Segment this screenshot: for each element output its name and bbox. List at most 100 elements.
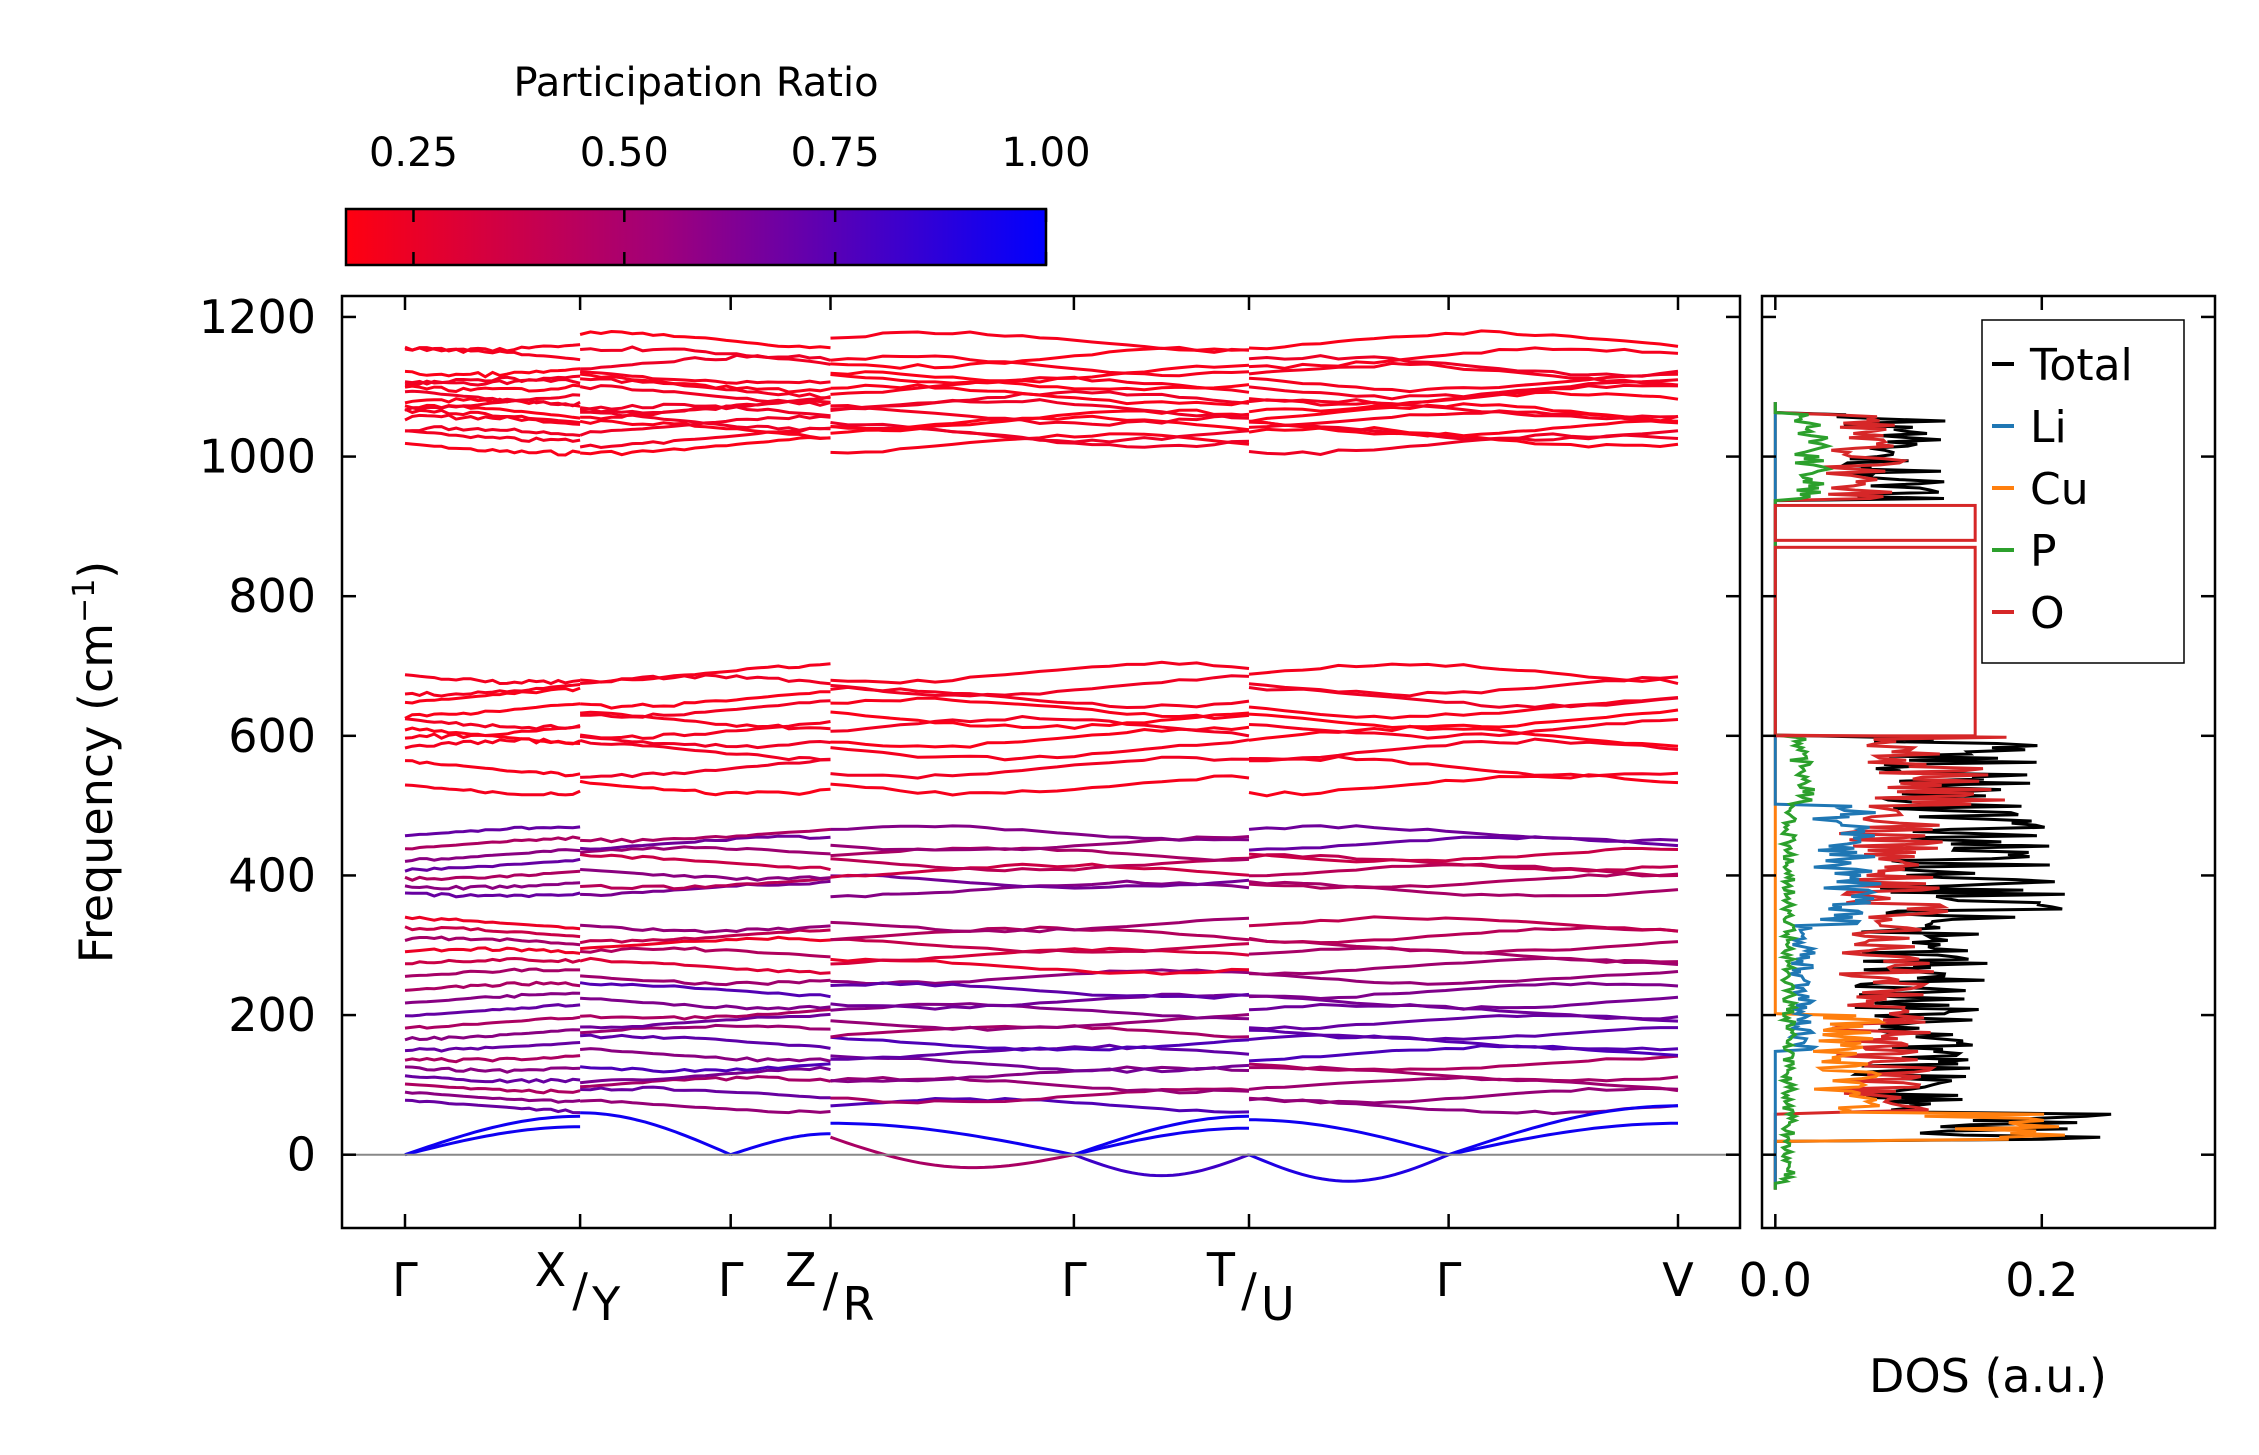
phonon-band: [579, 426, 831, 450]
phonon-band: [579, 1023, 831, 1035]
phonon-band: [830, 981, 1250, 1000]
phonon-band: [405, 956, 581, 966]
phonon-band: [830, 370, 1250, 392]
dos-axis: 0.0 0.2: [1739, 296, 2215, 1307]
phonon-band: [404, 783, 581, 797]
phonon-band: [830, 992, 1250, 1011]
phonon-band: [404, 857, 581, 873]
phonon-band: [404, 403, 581, 420]
phonon-band: [579, 710, 831, 731]
phonon-band: [1248, 708, 1679, 730]
phonon-band: [579, 402, 831, 418]
k-point-label: Z / R: [785, 1243, 874, 1331]
phonon-band: [1248, 926, 1679, 945]
legend-label: Cu: [2030, 464, 2089, 515]
k-point-label: T / U: [1206, 1243, 1295, 1331]
phonon-band: [1248, 871, 1679, 890]
k-point-label: Γ: [1061, 1253, 1087, 1307]
phonon-band: [579, 935, 831, 951]
phonon-band: [1248, 880, 1679, 898]
phonon-band: [830, 408, 1250, 433]
phonon-band: [830, 710, 1250, 730]
dos-axis-title: DOS (a.u.): [1869, 1349, 2107, 1403]
phonon-band: [579, 1047, 831, 1063]
phonon-band: [580, 410, 831, 432]
k-point-label: Γ: [1436, 1253, 1462, 1307]
acoustic-branch: [1249, 1118, 1449, 1157]
frequency-tick-label: 200: [228, 988, 316, 1042]
phonon-band: [1248, 915, 1679, 933]
acoustic-branch: [1448, 1104, 1679, 1157]
phonon-band: [404, 980, 581, 992]
legend-label: Li: [2030, 402, 2067, 453]
phonon-band: [1248, 329, 1679, 351]
phonon-band: [1248, 981, 1679, 1001]
phonon-band: [579, 845, 831, 856]
phonon-band: [1248, 1044, 1679, 1063]
dos-axes-frame: [1760, 294, 2217, 1230]
phonon-band: [830, 346, 1250, 370]
phonon-band: [579, 372, 831, 394]
phonon-band: [830, 1087, 1250, 1105]
k-point-label-top: Z: [785, 1243, 817, 1297]
phonon-band: [1248, 354, 1679, 378]
phonon-band: [404, 725, 581, 740]
phonon-band: [580, 923, 831, 934]
phonon-band: [404, 425, 581, 437]
k-point-label: V: [1662, 1253, 1694, 1307]
phonon-band: [830, 330, 1250, 354]
phonon-band: [404, 389, 581, 408]
phonon-band: [830, 937, 1250, 954]
phonon-band: [1248, 1086, 1679, 1105]
frequency-tick-label: 800: [228, 569, 316, 623]
dos-legend: Total Li Cu PO: [1981, 319, 2185, 664]
phonon-band: [404, 825, 581, 838]
phonon-band: [404, 383, 581, 394]
phonon-band: [404, 429, 581, 443]
phonon-band: [404, 1090, 581, 1104]
phonon-band: [830, 660, 1250, 685]
phonon-band: [579, 956, 831, 975]
phonon-band: [404, 683, 581, 698]
phonon-band: [830, 383, 1250, 407]
phonon-band: [1248, 675, 1679, 698]
phonon-band: [404, 673, 581, 686]
frequency-axis-title: Frequency (cm−1): [67, 561, 123, 964]
legend-label: O: [2030, 588, 2065, 639]
band-axes-frame: [340, 294, 1742, 1230]
phonon-band: [404, 925, 581, 939]
phonon-band: [830, 714, 1250, 738]
phonon-band: [1248, 378, 1679, 401]
phonon-band: [404, 891, 581, 899]
phonon-band: [404, 1003, 581, 1018]
phonon-band: [404, 991, 581, 1005]
k-point-label: Γ: [392, 1253, 418, 1307]
phonon-band: [830, 421, 1250, 444]
phonon-band: [404, 869, 581, 882]
phonon-band: [579, 435, 831, 457]
phonon-band: [579, 662, 831, 684]
frequency-tick-label: 1200: [199, 290, 316, 344]
phonon-band: [1248, 402, 1679, 424]
acoustic-branch: [404, 1125, 581, 1157]
colorbar-tick-label: 0.25: [369, 130, 458, 176]
k-point-label-slash: /: [823, 1263, 839, 1317]
phonon-band: [830, 403, 1250, 427]
acoustic-branch: [830, 1121, 1075, 1157]
phonon-band: [1248, 835, 1679, 852]
phonon-band: [404, 1065, 581, 1074]
k-path-axis: Γ X / Y Γ Z / R Γ T / U Γ V: [392, 296, 1694, 1331]
phonon-band: [404, 1028, 581, 1042]
soft-mode-branch: [830, 1135, 1075, 1170]
phonon-band: [1248, 1054, 1679, 1072]
k-point-label-top: X: [535, 1243, 567, 1297]
phonon-band: [1248, 773, 1679, 798]
phonon-band: [580, 876, 831, 891]
phonon-band: [1248, 414, 1679, 438]
acoustic-branch: [1073, 1126, 1249, 1157]
phonon-band: [580, 1012, 831, 1030]
k-point-label-top: T: [1206, 1243, 1236, 1297]
phonon-band: [1248, 383, 1679, 407]
